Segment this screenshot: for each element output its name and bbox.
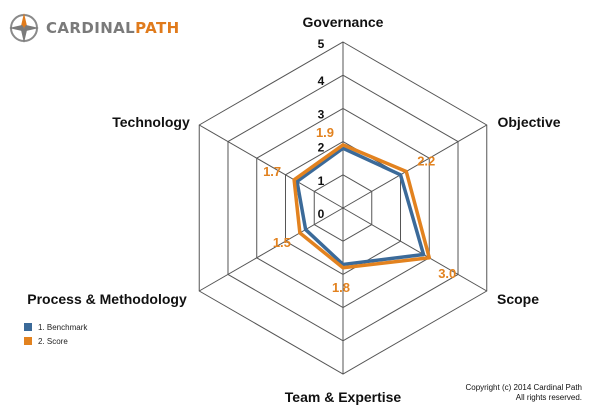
axis-label-scope: Scope	[497, 291, 539, 307]
grid-spoke-process-methodology	[198, 207, 344, 292]
grid-spoke-objective	[342, 124, 488, 209]
legend-label-score: 2. Score	[38, 336, 68, 346]
legend-item-score: 2. Score	[24, 334, 87, 348]
data-label-objective: 2.2	[417, 153, 435, 168]
legend-swatch-score	[24, 337, 32, 345]
legend-item-benchmark: 1. Benchmark	[24, 320, 87, 334]
axis-label-technology: Technology	[112, 114, 190, 130]
data-label-technology: 1.7	[263, 164, 281, 179]
data-label-process-methodology: 1.5	[273, 235, 291, 250]
brand-name-part1: CARDINAL	[46, 19, 136, 37]
radar-series	[292, 143, 432, 270]
scale-tick-5: 5	[318, 37, 325, 51]
radar-score-labels: 1.9 2.2 3.0 1.8 1.5 1.7	[263, 125, 456, 295]
legend: 1. Benchmark 2. Score	[24, 320, 87, 348]
scale-tick-0: 0	[318, 207, 325, 221]
axis-label-process-methodology: Process & Methodology	[27, 291, 187, 307]
compass-icon	[9, 13, 39, 43]
brand-name: CARDINALPATH	[46, 19, 180, 37]
legend-swatch-benchmark	[24, 323, 32, 331]
grid-spoke-technology	[198, 124, 344, 209]
series-line-2-score	[292, 143, 432, 270]
copyright-line-2: All rights reserved.	[515, 393, 582, 402]
radar-axis-labels: Governance Objective Scope Team & Expertise…	[27, 14, 560, 405]
data-label-governance: 1.9	[316, 125, 334, 140]
scale-tick-2: 2	[318, 141, 325, 155]
scale-tick-4: 4	[318, 74, 325, 88]
data-label-scope: 3.0	[438, 266, 456, 281]
data-label-team-expertise: 1.8	[332, 280, 350, 295]
scale-tick-1: 1	[318, 174, 325, 188]
scale-tick-3: 3	[318, 107, 325, 121]
axis-label-team-expertise: Team & Expertise	[285, 389, 402, 405]
series-line-1-benchmark	[295, 146, 426, 267]
axis-label-governance: Governance	[303, 14, 384, 30]
brand-logo: CARDINALPATH	[6, 8, 180, 48]
axis-label-objective: Objective	[497, 114, 560, 130]
radar-scale-ticks: 0 1 2 3 4 5	[318, 37, 325, 221]
radar-grid	[198, 41, 488, 375]
legend-label-benchmark: 1. Benchmark	[38, 322, 88, 332]
grid-spoke-scope	[342, 207, 488, 292]
copyright-line-1: Copyright (c) 2014 Cardinal Path	[465, 383, 582, 392]
copyright-notice: Copyright (c) 2014 Cardinal Path All rig…	[0, 383, 582, 403]
brand-name-part2: PATH	[135, 19, 180, 37]
